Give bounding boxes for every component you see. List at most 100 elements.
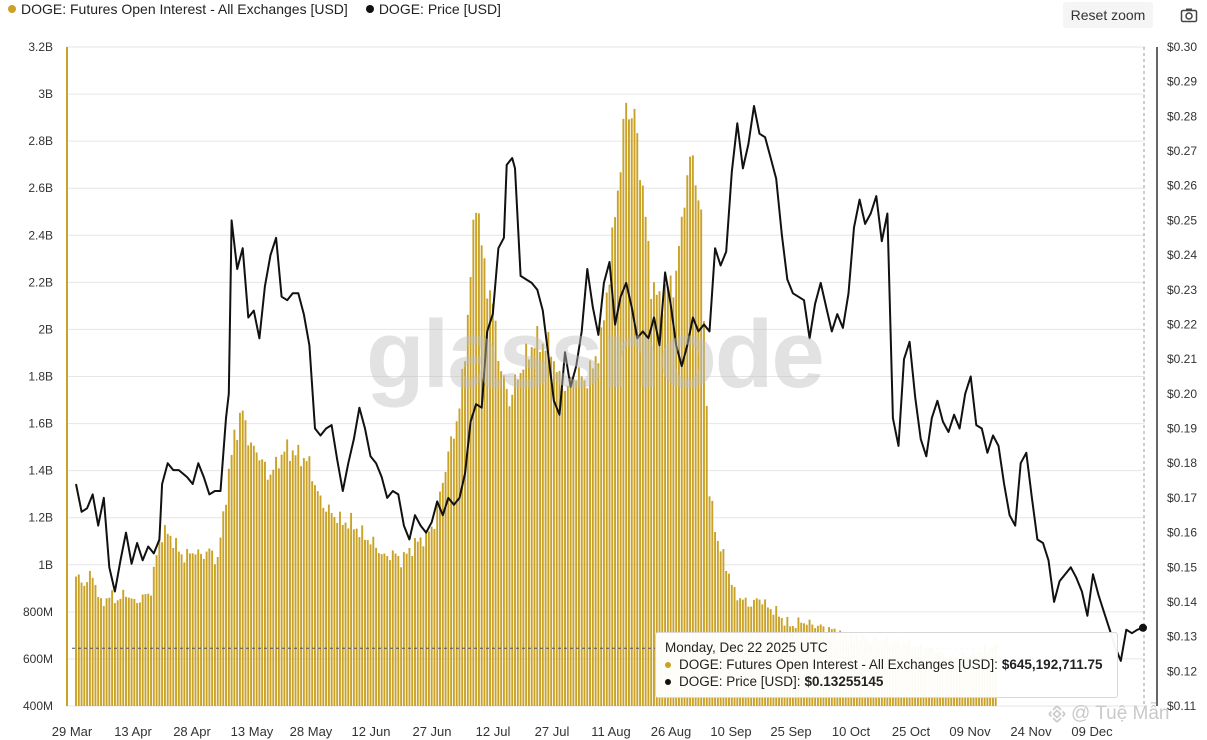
oi-bar: [227, 468, 230, 706]
oi-bar: [175, 537, 177, 706]
oi-bar: [377, 553, 380, 706]
oi-bar: [277, 468, 280, 706]
y-tick-left: 1B: [38, 558, 53, 572]
tooltip-oi-value: $645,192,711.75: [1001, 657, 1103, 672]
oi-bar: [525, 343, 528, 706]
oi-bar: [672, 297, 675, 706]
oi-bar: [689, 156, 692, 707]
oi-bar: [577, 367, 580, 706]
oi-bar: [644, 216, 647, 706]
x-tick: 13 Apr: [114, 724, 152, 739]
oi-bar: [550, 356, 553, 706]
oi-bar: [272, 469, 275, 706]
oi-bar: [694, 185, 697, 707]
y-tick-left: 1.2B: [28, 511, 53, 525]
oi-bar: [419, 537, 422, 706]
oi-bar: [294, 455, 297, 706]
oi-bar: [136, 603, 139, 706]
oi-bar: [333, 517, 336, 706]
oi-bar: [263, 461, 266, 706]
oi-bar: [661, 314, 664, 706]
oi-bar: [639, 180, 642, 706]
oi-bar: [514, 374, 516, 706]
oi-bar: [225, 504, 227, 706]
oi-bar: [216, 557, 219, 706]
price-line: [75, 105, 1144, 662]
watermark: @ Tuệ Mẫn: [1047, 703, 1170, 725]
oi-bar: [583, 380, 586, 706]
tooltip-oi-row: DOGE: Futures Open Interest - All Exchan…: [665, 656, 1108, 673]
oi-bar: [222, 511, 225, 706]
oi-bar: [719, 551, 722, 706]
legend-item-open-interest[interactable]: DOGE: Futures Open Interest - All Exchan…: [8, 1, 348, 17]
oi-bar: [569, 376, 572, 706]
oi-bar: [464, 361, 466, 706]
oi-bar: [369, 544, 372, 706]
oi-bar: [655, 294, 658, 706]
oi-bar: [291, 450, 294, 706]
y-tick-right: $0.22: [1167, 317, 1197, 331]
oi-bar: [500, 371, 503, 706]
oi-bar: [280, 454, 283, 706]
oi-bar: [714, 531, 717, 706]
x-tick: 27 Jul: [535, 724, 570, 739]
oi-bar: [325, 511, 328, 706]
tooltip-price-label: DOGE: Price [USD]:: [679, 674, 801, 689]
oi-bar: [208, 548, 211, 706]
legend: DOGE: Futures Open Interest - All Exchan…: [8, 0, 501, 18]
oi-bar: [241, 410, 244, 706]
x-tick: 10 Sep: [710, 724, 751, 739]
tooltip-price-dot: [665, 678, 671, 685]
x-tick: 26 Aug: [651, 724, 692, 739]
y-tick-left: 3B: [38, 87, 53, 101]
oi-bar: [75, 576, 77, 706]
oi-bar: [316, 491, 319, 706]
oi-bar: [166, 533, 169, 706]
oi-bar: [77, 574, 80, 706]
oi-bar: [539, 352, 541, 706]
oi-bar: [191, 553, 194, 706]
camera-icon[interactable]: [1180, 6, 1198, 24]
y-tick-left: 600M: [23, 652, 53, 666]
oi-bar: [480, 245, 483, 706]
y-tick-right: $0.26: [1167, 179, 1197, 193]
oi-bar: [250, 442, 253, 706]
legend-item-price[interactable]: DOGE: Price [USD]: [365, 1, 501, 17]
y-tick-right: $0.27: [1167, 144, 1197, 158]
oi-bar: [244, 420, 247, 706]
y-tick-left: 2.6B: [28, 181, 53, 195]
reset-zoom-button[interactable]: Reset zoom: [1063, 2, 1153, 28]
oi-bar: [680, 216, 683, 706]
oi-bar: [536, 326, 539, 706]
y-tick-right: $0.30: [1167, 40, 1197, 54]
y-tick-right: $0.29: [1167, 75, 1197, 89]
oi-bar: [519, 373, 522, 706]
oi-bar: [150, 595, 152, 706]
oi-bar: [416, 541, 419, 706]
oi-bar: [347, 528, 350, 706]
oi-bar: [630, 118, 633, 707]
oi-bar: [311, 481, 314, 706]
oi-bar: [111, 590, 114, 706]
oi-bar: [561, 388, 564, 706]
oi-bar: [105, 598, 108, 706]
x-tick: 25 Sep: [770, 724, 811, 739]
oi-bar: [172, 548, 175, 706]
legend-label-open-interest: DOGE: Futures Open Interest - All Exchan…: [21, 1, 348, 17]
oi-bar: [177, 551, 180, 706]
oi-bar: [575, 380, 578, 706]
oi-bar: [163, 525, 166, 706]
oi-bar: [491, 303, 494, 706]
oi-bar: [127, 597, 130, 706]
oi-bar: [91, 577, 94, 706]
oi-bar: [219, 537, 222, 706]
x-tick: 09 Nov: [949, 724, 991, 739]
y-tick-right: $0.13: [1167, 630, 1197, 644]
oi-bar: [489, 290, 491, 706]
oi-bar: [364, 539, 366, 706]
oi-bar: [202, 558, 205, 706]
oi-bar: [122, 589, 125, 706]
oi-bar: [439, 491, 441, 706]
oi-bar: [358, 537, 361, 706]
oi-bar: [266, 479, 269, 706]
